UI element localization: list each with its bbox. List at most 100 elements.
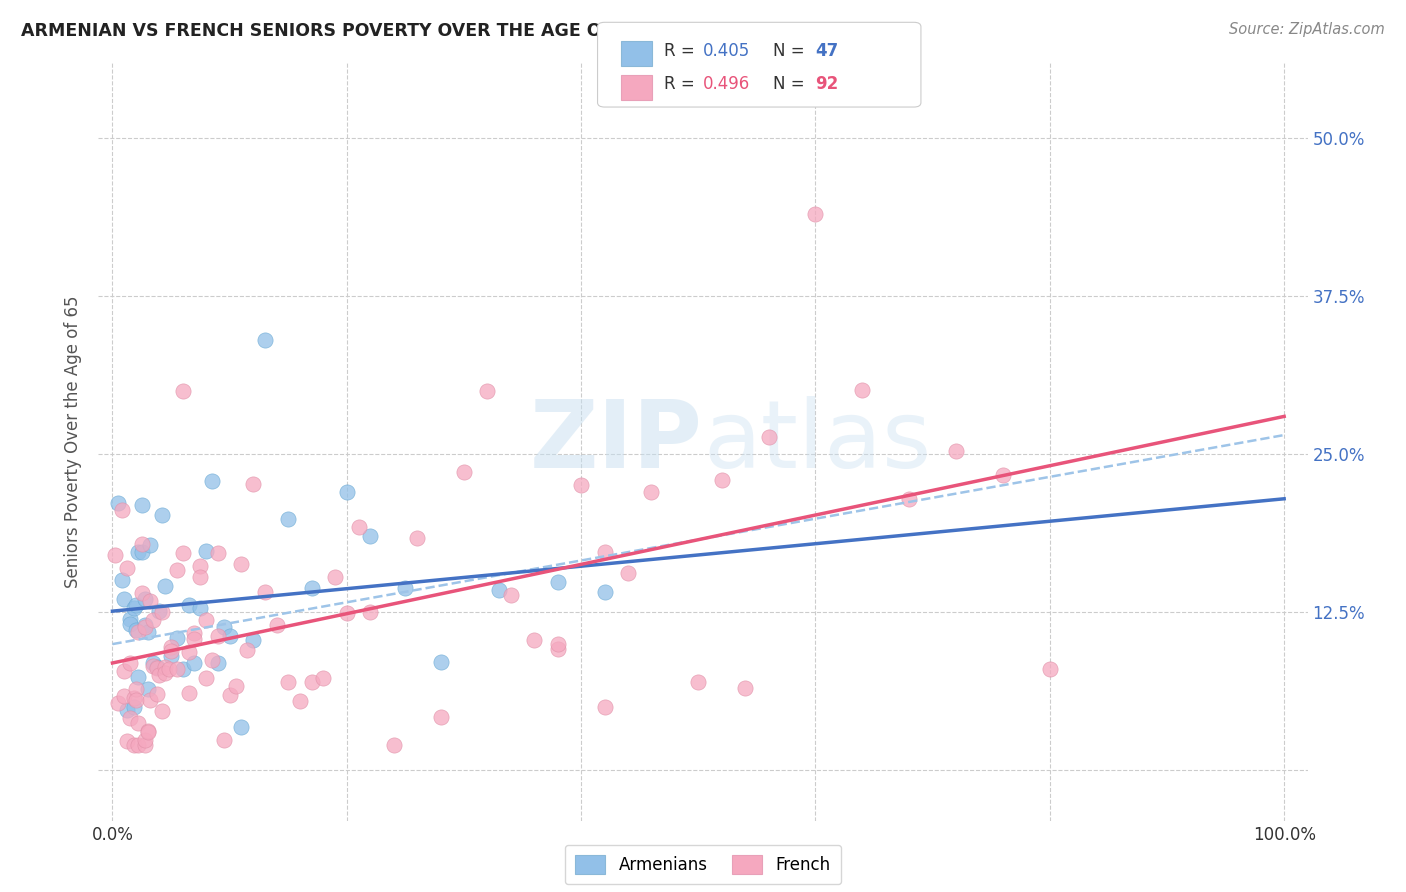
Point [453,466,475,480]
Point [120,657,141,671]
Point [898,491,921,506]
Point [134,733,156,747]
Point [253,584,276,599]
Point [177,686,200,700]
Point [122,691,145,706]
Point [207,546,229,560]
Point [142,658,165,673]
Point [131,498,153,512]
Point [134,620,156,634]
Point [195,613,218,627]
Point [115,703,138,717]
Point [131,537,153,551]
Point [134,738,156,752]
Point [266,618,288,632]
Point [242,476,264,491]
Text: atlas: atlas [703,395,931,488]
Text: 92: 92 [815,76,839,94]
Point [157,662,180,676]
Point [218,629,240,643]
Point [945,444,967,458]
Point [851,383,873,397]
Point [734,681,756,695]
Point [131,586,153,600]
Point [127,545,149,559]
Point [547,642,569,657]
Point [195,671,218,685]
Point [150,605,173,619]
Point [218,689,240,703]
Point [112,689,135,703]
Text: ARMENIAN VS FRENCH SENIORS POVERTY OVER THE AGE OF 65 CORRELATION CHART: ARMENIAN VS FRENCH SENIORS POVERTY OVER … [21,22,859,40]
Point [146,660,169,674]
Point [488,582,510,597]
Point [127,738,149,752]
Point [131,545,153,559]
Point [640,485,662,500]
Text: ZIP: ZIP [530,395,703,488]
Point [382,738,405,752]
Point [172,384,194,398]
Point [127,670,149,684]
Point [155,666,177,681]
Point [111,503,134,517]
Point [160,649,183,664]
Point [136,682,159,697]
Point [122,600,145,615]
Point [242,633,264,648]
Point [155,578,177,592]
Point [201,652,224,666]
Point [122,738,145,752]
Point [142,656,165,670]
Point [177,598,200,612]
Point [231,557,253,571]
Text: 47: 47 [815,42,839,60]
Point [107,696,129,710]
Point [166,662,188,676]
Point [183,656,205,670]
Point [499,588,522,602]
Text: N =: N = [773,76,810,94]
Point [225,679,247,693]
Point [201,474,224,488]
Point [593,699,616,714]
Y-axis label: Seniors Poverty Over the Age of 65: Seniors Poverty Over the Age of 65 [65,295,83,588]
Point [166,631,188,645]
Point [288,693,311,707]
Point [125,599,148,613]
Point [120,711,141,725]
Point [212,620,235,634]
Text: Source: ZipAtlas.com: Source: ZipAtlas.com [1229,22,1385,37]
Point [125,681,148,696]
Point [112,664,135,678]
Point [323,570,346,584]
Point [429,709,451,723]
Point [207,629,229,643]
Point [406,531,429,545]
Point [593,545,616,559]
Point [172,662,194,676]
Point [758,429,780,443]
Point [148,668,170,682]
Point [547,637,569,651]
Point [195,544,218,558]
Point [301,674,323,689]
Point [136,723,159,738]
Point [160,640,183,655]
Point [188,559,212,574]
Point [212,733,235,747]
Point [569,477,592,491]
Point [336,485,359,500]
Point [139,538,162,552]
Point [991,468,1014,483]
Point [120,616,141,631]
Legend: Armenians, French: Armenians, French [565,845,841,884]
Point [312,671,335,685]
Point [231,720,253,734]
Point [429,656,451,670]
Point [172,546,194,560]
Point [253,334,276,348]
Point [183,632,205,646]
Point [148,604,170,618]
Point [394,581,416,595]
